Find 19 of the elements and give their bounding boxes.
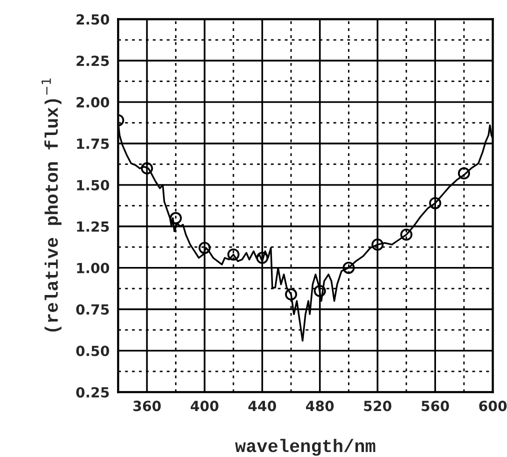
y-tick-label: 1.75 [77, 138, 109, 149]
y-tick-label: 1.50 [77, 180, 110, 190]
x-tick-label: 360 [133, 400, 161, 412]
x-tick-label: 560 [422, 400, 449, 412]
y-tick-label: 0.50 [76, 346, 110, 356]
y-tick-label: 2.00 [76, 97, 110, 108]
x-tick-label: 400 [190, 400, 218, 412]
y-tick-label: 1.00 [77, 262, 110, 274]
y-axis-title: (relative photon flux)$^{−1}$ [42, 78, 62, 332]
x-axis-title: wavelength/nm [235, 438, 376, 456]
x-tick-label: 600 [479, 400, 507, 412]
y-tick-label: 2.50 [76, 14, 110, 25]
x-tick-label: 480 [306, 400, 334, 412]
x-tick-label: 520 [364, 400, 392, 412]
y-tick-label: 2.25 [76, 56, 109, 66]
x-tick-label: 440 [248, 400, 276, 412]
y-tick-label: 0.25 [76, 387, 109, 398]
y-tick-label: 1.25 [77, 221, 109, 232]
y-tick-label: 0.75 [76, 304, 109, 315]
